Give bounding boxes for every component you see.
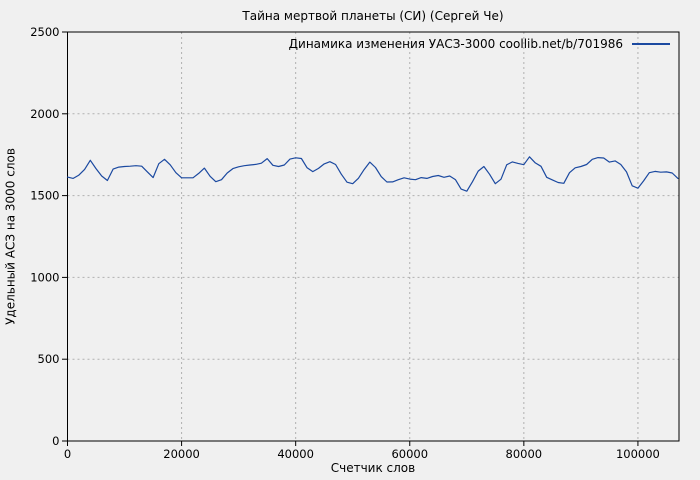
x-axis-label: Счетчик слов bbox=[330, 461, 416, 475]
legend-label: Динамика изменения УАСЗ-3000 coollib.net… bbox=[288, 37, 623, 51]
y-tick-label: 500 bbox=[38, 352, 60, 366]
y-tick-label: 2500 bbox=[30, 25, 59, 39]
data-line bbox=[66, 156, 679, 192]
x-tick-label: 20000 bbox=[163, 447, 200, 461]
legend-line-sample bbox=[632, 43, 670, 45]
x-tick-label: 60000 bbox=[391, 447, 428, 461]
y-tick-label: 0 bbox=[52, 434, 59, 448]
x-tick-label: 40000 bbox=[277, 447, 314, 461]
y-tick-label: 1500 bbox=[30, 189, 59, 203]
legend: Динамика изменения УАСЗ-3000 coollib.net… bbox=[289, 37, 670, 51]
plot-frame bbox=[67, 31, 680, 442]
x-tick-label: 0 bbox=[64, 447, 71, 461]
y-tick-label: 1000 bbox=[30, 270, 59, 284]
x-tick-label: 100000 bbox=[616, 447, 660, 461]
chart-title: Тайна мертвой планеты (СИ) (Сергей Че) bbox=[242, 9, 504, 23]
y-tick-label: 2000 bbox=[30, 107, 59, 121]
x-tick-label: 80000 bbox=[506, 447, 543, 461]
